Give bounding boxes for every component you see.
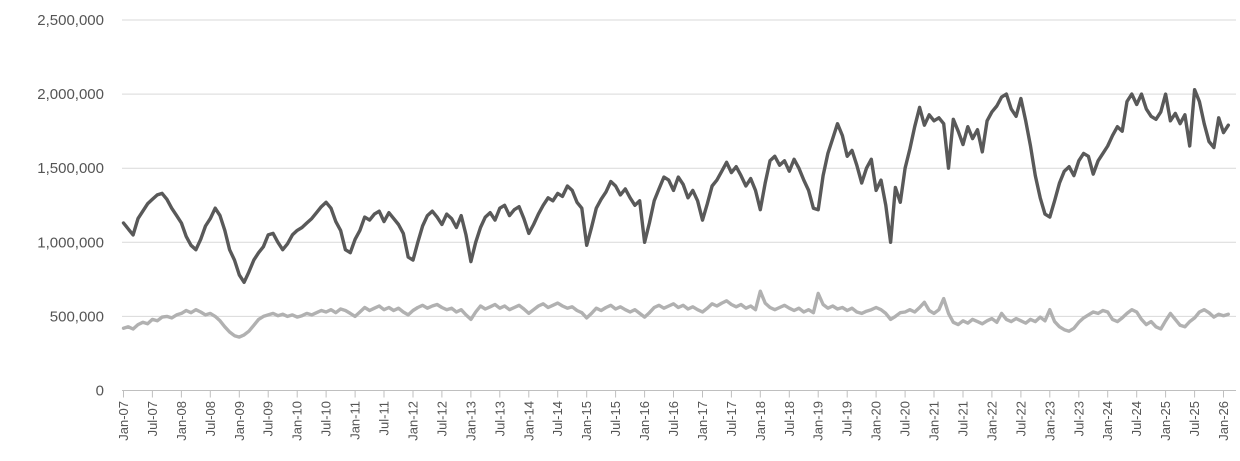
x-axis-label: Jul-11 [377,401,392,435]
x-axis-label: Jul-09 [261,401,276,436]
x-axis-label: Jul-20 [898,401,913,436]
x-axis-label: Jul-23 [1071,401,1086,436]
x-axis-label: Jan-12 [406,401,421,441]
x-axis-label: Jan-25 [1158,401,1173,441]
x-axis-label: Jan-19 [811,401,826,441]
x-axis-label: Jan-08 [174,401,189,441]
x-axis-label: Jul-25 [1187,401,1202,436]
x-axis-label: Jul-19 [840,401,855,436]
series-dark-line [121,87,1231,284]
y-axis-label: 1,500,000 [37,160,104,177]
x-axis-label: Jul-15 [608,401,623,436]
x-axis-label: Jul-12 [434,401,449,436]
x-axis-label: Jan-16 [637,401,652,441]
series-light-line [121,289,1231,339]
y-axis-label: 2,500,000 [37,12,104,29]
x-axis-label: Jul-10 [319,401,334,436]
y-axis-label: 500,000 [50,308,104,325]
x-axis-label: Jul-13 [492,401,507,436]
x-axis-label: Jan-10 [290,401,305,441]
x-axis-label: Jul-24 [1129,401,1144,436]
x-axis-label: Jul-17 [724,401,739,436]
y-axis-label: 1,000,000 [37,234,104,251]
x-axis-label: Jan-23 [1042,401,1057,441]
x-axis-label: Jan-07 [116,401,131,441]
x-axis-label: Jan-26 [1216,401,1231,441]
x-axis-label: Jul-07 [145,401,160,436]
x-axis-label: Jan-22 [984,401,999,441]
x-axis-label: Jan-13 [463,401,478,441]
x-axis-label: Jul-08 [203,401,218,436]
x-axis-label: Jul-16 [666,401,681,436]
x-axis-label: Jan-24 [1100,401,1115,441]
x-axis-label: Jan-21 [927,401,942,441]
x-axis-label: Jul-22 [1013,401,1028,436]
x-axis-label: Jan-09 [232,401,247,441]
x-axis-label: Jan-18 [753,401,768,441]
y-axis-label: 0 [96,383,104,400]
x-axis-label: Jan-15 [579,401,594,441]
x-axis-label: Jan-20 [869,401,884,441]
x-axis-label: Jul-14 [550,401,565,436]
x-axis-label: Jan-17 [695,401,710,441]
x-axis-label: Jul-21 [956,401,971,436]
x-axis-label: Jul-18 [782,401,797,436]
y-axis-label: 2,000,000 [37,86,104,103]
x-axis-label: Jan-14 [521,401,536,441]
x-axis-label: Jan-11 [348,401,363,440]
